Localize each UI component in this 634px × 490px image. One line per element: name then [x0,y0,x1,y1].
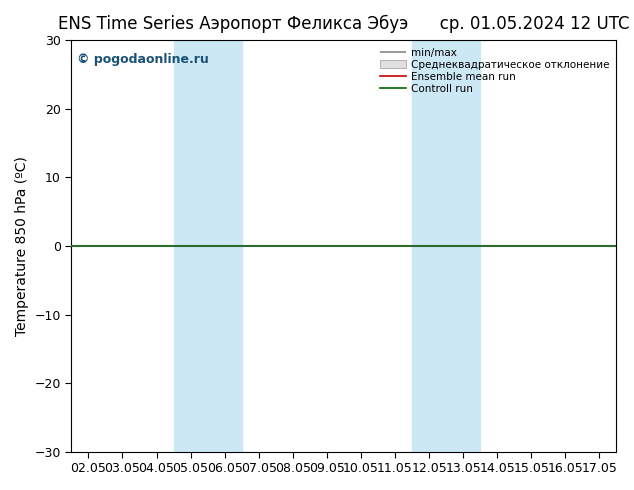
Legend: min/max, Среднеквадратическое отклонение, Ensemble mean run, Controll run: min/max, Среднеквадратическое отклонение… [376,44,613,98]
Text: © pogodaonline.ru: © pogodaonline.ru [77,53,209,66]
Bar [412,40,480,452]
Title: ENS Time Series Аэропорт Феликса Эбуэ      ср. 01.05.2024 12 UTC: ENS Time Series Аэропорт Феликса Эбуэ ср… [58,15,630,33]
Bar [174,40,242,452]
Y-axis label: Temperature 850 hPa (ºC): Temperature 850 hPa (ºC) [15,156,29,336]
